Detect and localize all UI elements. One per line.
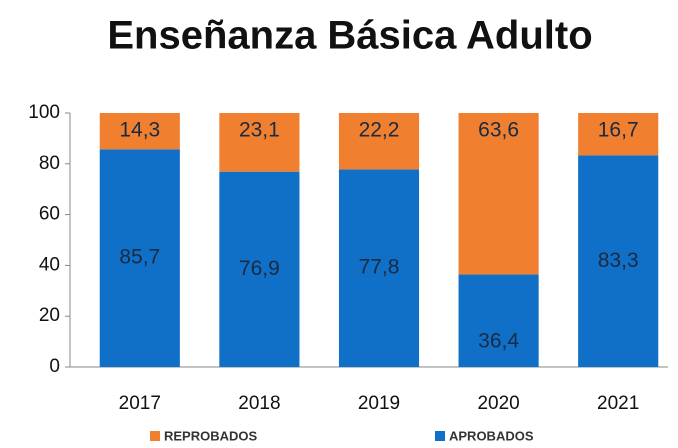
y-tick-label: 60 (39, 204, 60, 225)
data-label: 63,6 (478, 119, 519, 142)
x-tick-label: 2021 (597, 393, 639, 414)
x-tick-label: 2020 (477, 393, 519, 414)
bar-segment (578, 113, 659, 156)
data-label: 22,2 (359, 119, 400, 142)
y-tick-label: 80 (39, 153, 60, 174)
data-label: 36,4 (478, 330, 519, 353)
bar-segment (578, 155, 659, 367)
y-tick-label: 20 (39, 305, 60, 326)
data-label: 16,7 (598, 119, 639, 142)
bar-segment (219, 171, 300, 367)
legend-label: APROBADOS (449, 428, 534, 443)
bar-segment (458, 113, 539, 275)
x-tick-label: 2019 (358, 393, 400, 414)
data-label: 77,8 (359, 256, 400, 279)
y-tick-label: 40 (39, 254, 60, 275)
chart-title: Enseñanza Básica Adulto (107, 14, 592, 58)
x-tick-label: 2017 (119, 393, 161, 414)
y-tick-label: 0 (49, 356, 60, 377)
bar-segment (458, 274, 539, 367)
data-label: 76,9 (239, 257, 280, 280)
x-tick-label: 2018 (238, 393, 280, 414)
bar-segment (338, 113, 420, 170)
legend-label: REPROBADOS (164, 428, 258, 443)
data-label: 85,7 (119, 246, 160, 269)
data-label: 83,3 (598, 249, 639, 272)
bar-segment (99, 113, 180, 150)
y-tick-label: 100 (28, 102, 60, 123)
bar-segment (219, 113, 300, 172)
legend-swatch (435, 431, 445, 441)
bar-segment (99, 149, 180, 367)
data-label: 23,1 (239, 119, 280, 142)
legend-swatch (150, 431, 160, 441)
data-label: 14,3 (119, 119, 160, 142)
bar-segment (338, 169, 420, 367)
